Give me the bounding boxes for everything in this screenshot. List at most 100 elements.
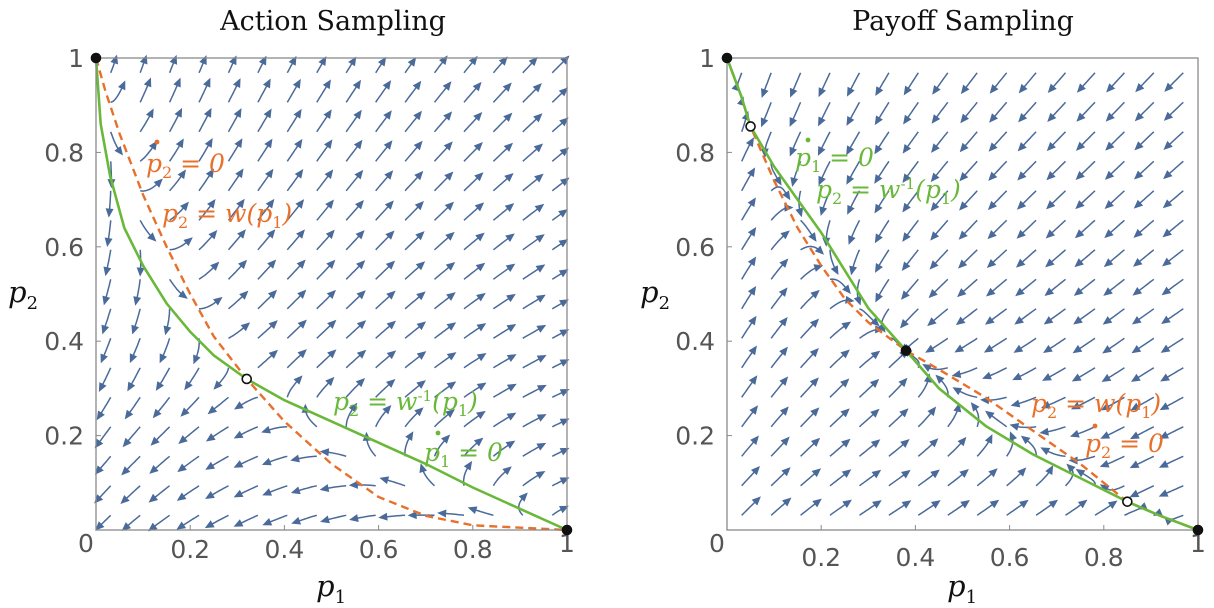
stream-arrowhead — [779, 258, 789, 268]
stream-arrowhead — [203, 107, 212, 118]
stream-arrowhead — [506, 354, 517, 363]
stream-arrowhead — [296, 259, 306, 269]
stream-arrowhead — [414, 201, 424, 211]
stream-arrowhead — [234, 138, 243, 149]
stream-arrowhead — [1069, 429, 1080, 438]
stream-arrowhead — [263, 108, 272, 119]
stream-arrowhead — [1046, 171, 1056, 181]
fixed-points — [90, 52, 573, 536]
stream-arrowhead — [782, 190, 791, 201]
stream-arrowhead — [416, 291, 426, 301]
stream-arrowhead — [902, 173, 911, 183]
stream-arrowhead — [1017, 142, 1027, 152]
stream-arrowhead — [958, 259, 968, 269]
stream-arrowhead — [818, 87, 826, 98]
stream-arrowhead — [1075, 200, 1085, 210]
stream-arrowhead — [413, 110, 422, 121]
stream-arrowhead — [474, 172, 484, 182]
x-tick-label: 1 — [559, 529, 575, 558]
annotation-p2-w: p2 = w(p1) — [1031, 389, 1161, 422]
stream-arrowhead — [930, 469, 940, 479]
stream-arrowhead — [210, 261, 220, 271]
stream-arrowhead — [1013, 344, 1024, 353]
stream-arrowhead — [931, 143, 940, 153]
stream-arrowhead — [1131, 344, 1142, 354]
stream-arrowhead — [1159, 402, 1170, 411]
stream-arrowhead — [1134, 141, 1144, 151]
stream-arrowhead — [386, 350, 397, 360]
stream-arrowhead — [750, 435, 759, 446]
stream-arrowhead — [232, 78, 241, 88]
y-tick-label: 1 — [68, 44, 84, 73]
stream-arrowhead — [382, 405, 392, 415]
stream-arrowhead — [1159, 431, 1170, 439]
stream-arrowhead — [203, 77, 211, 88]
stream-arrowhead — [1129, 489, 1140, 498]
stream-arrowhead — [147, 232, 157, 242]
stream-arrowhead — [899, 408, 909, 418]
stream-arrowhead — [924, 373, 932, 383]
stream-arrowhead — [238, 259, 248, 270]
stream-arrowhead — [233, 489, 244, 498]
stream-arrowhead — [1019, 499, 1029, 509]
stream-arrowhead — [1133, 199, 1144, 209]
stream-arrowhead — [475, 232, 485, 242]
stream-arrowhead — [233, 460, 244, 468]
stream-arrowhead — [1131, 315, 1142, 325]
stream-arrowhead — [414, 170, 424, 181]
stream-arrowhead — [1162, 199, 1173, 209]
chart-title: Action Sampling — [219, 6, 446, 37]
stream-arrowhead — [984, 316, 995, 325]
nullclines — [94, 57, 568, 532]
stream-arrowhead — [809, 347, 819, 358]
stream-arrowhead — [1040, 401, 1051, 409]
stream-arrowhead — [1043, 344, 1053, 354]
stream-arrowhead — [384, 200, 394, 210]
stream-arrowhead — [145, 108, 154, 119]
stream-arrowhead — [790, 177, 799, 187]
stream-arrowhead — [935, 374, 945, 384]
stream-arrowhead — [474, 202, 485, 212]
stream-arrowhead — [297, 349, 307, 359]
stream-arrowhead — [988, 468, 998, 478]
stream-arrowhead — [413, 140, 423, 151]
stream-arrowhead — [1048, 499, 1059, 509]
stream-arrowhead — [534, 203, 545, 213]
stream-arrowhead — [1075, 468, 1086, 478]
stream-arrowhead — [475, 262, 486, 272]
chart-title: Payoff Sampling — [852, 6, 1074, 37]
stream-arrowhead — [476, 382, 487, 391]
ticks: 0 0.2 0.4 0.6 0.8 1 0.2 0.4 0.6 0.8 1 — [675, 44, 1206, 572]
stream-arrowhead — [840, 349, 850, 359]
annotation-p1-zero: p1 = 0 — [795, 143, 874, 176]
annotation-dot — [1092, 423, 1098, 429]
stream-arrowhead — [902, 144, 912, 154]
stream-arrowhead — [846, 86, 855, 97]
stream-arrowhead — [95, 521, 105, 531]
stream-arrowhead — [1018, 112, 1028, 123]
stream-arrowhead — [989, 84, 999, 94]
stream-arrowhead — [412, 80, 422, 91]
annotation-p2-winv: p2 = w-1(p1) — [816, 175, 961, 208]
stream-arrowhead — [846, 174, 855, 185]
x-tick-label: 0.8 — [453, 535, 493, 564]
stream-arrowhead — [747, 227, 757, 237]
stream-arrowhead — [353, 109, 362, 120]
stream-arrowhead — [1163, 170, 1173, 180]
stream-arrowhead — [94, 438, 104, 449]
stream-arrowhead — [747, 285, 757, 296]
stream-arrowhead — [1102, 316, 1113, 325]
stream-arrowhead — [291, 516, 302, 525]
stream-arrowhead — [533, 113, 543, 123]
x-tick-label: 0.6 — [990, 543, 1030, 572]
stream-arrowhead — [536, 384, 547, 393]
stream-arrowhead — [473, 111, 483, 122]
stream-arrowhead — [416, 321, 427, 331]
stream-arrowhead — [1100, 402, 1111, 411]
stable-fixed-point — [561, 524, 573, 536]
stream-arrowhead — [293, 375, 303, 385]
stream-arrowhead — [121, 522, 132, 532]
stream-arrowhead — [930, 231, 940, 241]
stream-arrowhead — [1133, 228, 1143, 238]
annotation-p2-zero: p2 = 0 — [1085, 429, 1164, 462]
